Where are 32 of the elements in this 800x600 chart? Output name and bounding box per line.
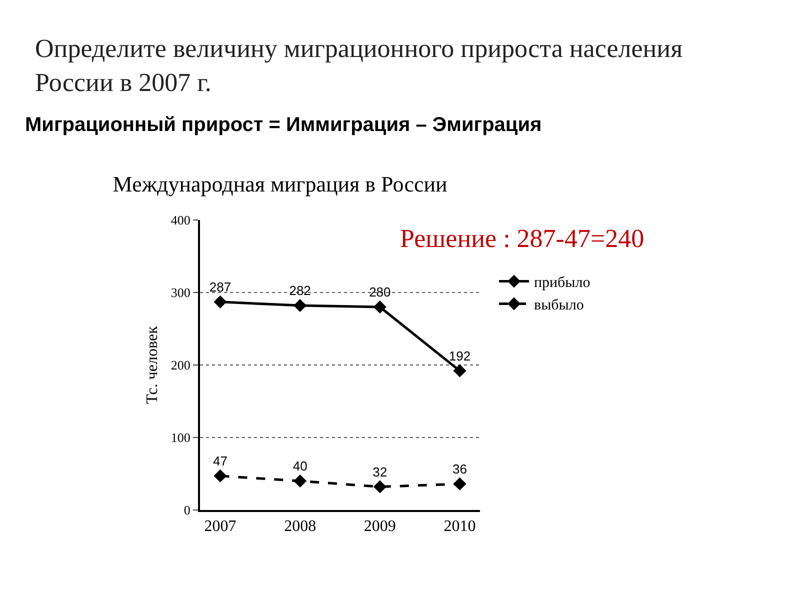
- point: [294, 474, 307, 488]
- chart-title: Международная миграция в России: [112, 171, 448, 196]
- point: [294, 299, 307, 312]
- annotation: Решение : 287-47=240: [400, 223, 646, 255]
- x-tick-label: 2008: [284, 518, 316, 536]
- y-tick-label: 300: [170, 285, 190, 300]
- data-label: 36: [452, 461, 467, 476]
- data-label: 192: [448, 348, 471, 364]
- data-label: 32: [372, 464, 388, 480]
- x-tick-label: 2007: [204, 518, 236, 536]
- y-tick-label: 100: [170, 430, 190, 446]
- data-label: 280: [369, 284, 391, 300]
- data-label: 282: [289, 283, 311, 298]
- data-label: 287: [209, 279, 232, 294]
- point: [373, 300, 386, 314]
- point: [453, 477, 466, 490]
- point: [453, 364, 466, 378]
- point: [214, 469, 227, 482]
- y-tick-label: 400: [170, 212, 190, 228]
- x-tick-label: 2009: [364, 518, 396, 536]
- data-label: 40: [292, 458, 308, 474]
- y-axis-title: Тс. человек: [144, 326, 161, 404]
- legend-label: выбыло: [534, 298, 584, 314]
- text: Определите величину миграционного прироста населения России в 2007 г.: [35, 33, 684, 99]
- point: [214, 295, 227, 308]
- data-label: 47: [213, 453, 228, 468]
- point: [373, 480, 386, 494]
- y-tick-label: 0: [184, 502, 190, 518]
- legend-label: прибыло: [534, 275, 590, 292]
- x-tick-label: 2010: [444, 518, 476, 536]
- y-tick-label: 200: [170, 358, 190, 373]
- text: Миграционный прирост = Иммиграция – Эмиграция: [25, 113, 543, 138]
